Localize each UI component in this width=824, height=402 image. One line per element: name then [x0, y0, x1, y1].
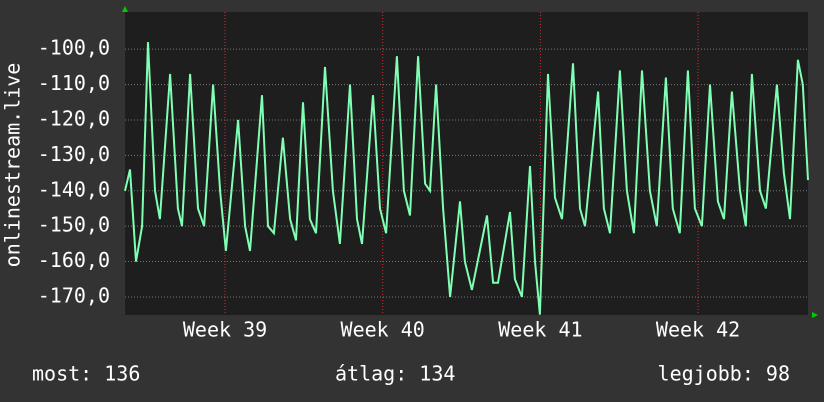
x-tick-label: Week 41 — [498, 318, 582, 342]
y-tick-label: -170,0 — [38, 283, 110, 307]
y-tick-label: -130,0 — [38, 142, 110, 166]
x-tick-label: Week 42 — [656, 318, 740, 342]
axis-arrow — [812, 312, 818, 318]
y-tick-label: -100,0 — [38, 36, 110, 60]
footer-text: legjobb: 98 — [658, 362, 790, 386]
footer-text: most: 136 — [32, 362, 140, 386]
y-axis-label: onlinestream.live — [1, 63, 25, 268]
x-tick-label: Week 40 — [341, 318, 425, 342]
y-tick-label: -160,0 — [38, 248, 110, 272]
y-tick-label: -150,0 — [38, 213, 110, 237]
line-series — [124, 42, 809, 315]
y-tick-label: -120,0 — [38, 106, 110, 130]
axis-arrow — [122, 6, 128, 12]
x-tick-label: Week 39 — [183, 318, 267, 342]
footer-text: átlag: 134 — [335, 362, 455, 386]
y-tick-label: -140,0 — [38, 177, 110, 201]
y-tick-label: -110,0 — [38, 71, 110, 95]
